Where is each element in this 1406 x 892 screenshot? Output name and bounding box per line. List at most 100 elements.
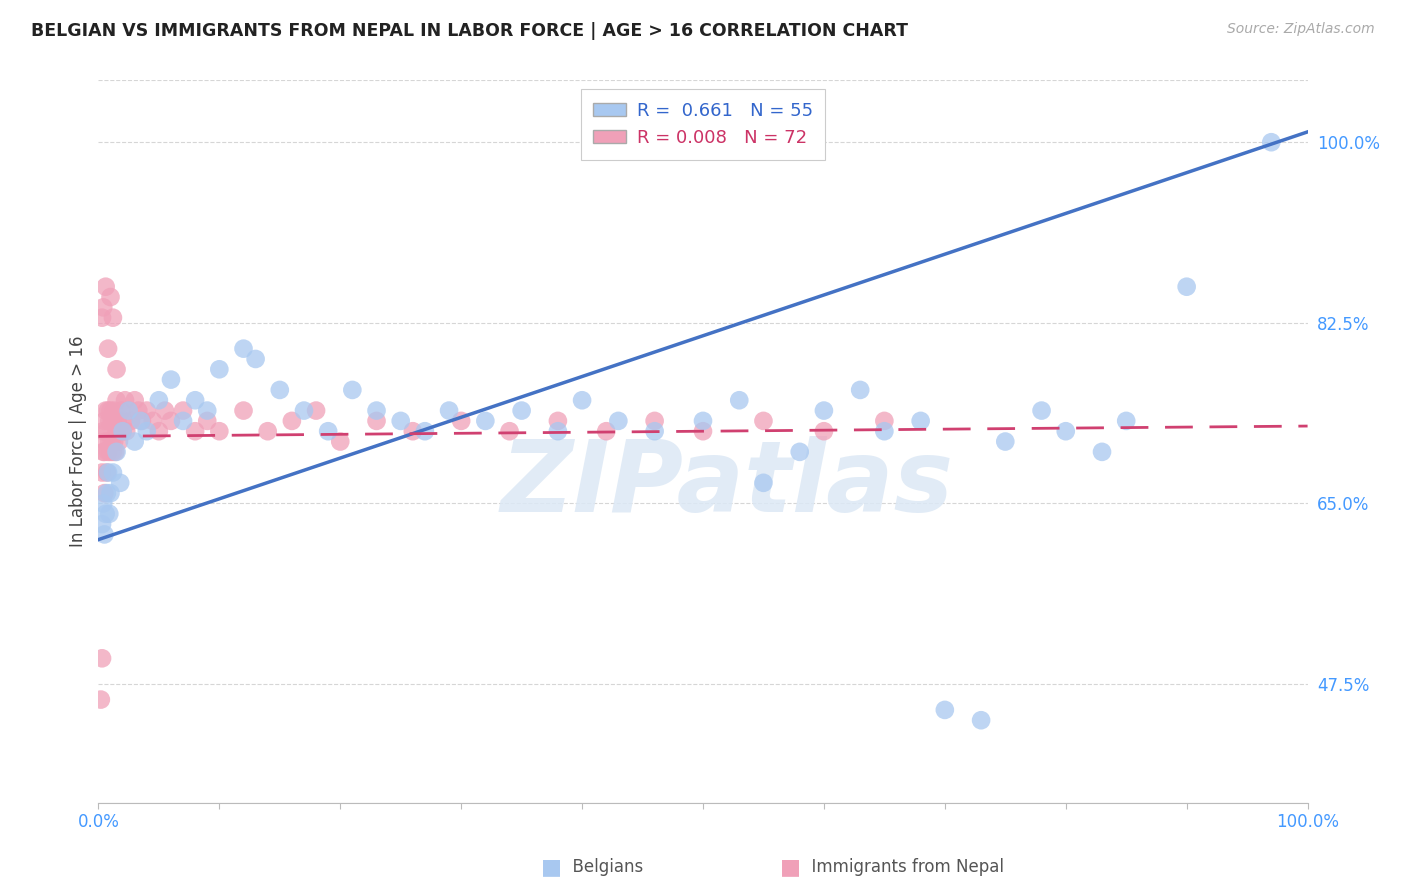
Point bbox=[101, 414, 124, 428]
Point bbox=[1031, 403, 1053, 417]
Point bbox=[692, 424, 714, 438]
Point bbox=[172, 414, 194, 428]
Point bbox=[91, 517, 114, 532]
Point bbox=[100, 445, 122, 459]
Point bbox=[970, 713, 993, 727]
Point bbox=[93, 414, 115, 428]
Point bbox=[97, 403, 120, 417]
Point bbox=[100, 434, 122, 449]
Point bbox=[129, 414, 152, 428]
Point bbox=[644, 424, 666, 438]
Point bbox=[172, 403, 194, 417]
Point bbox=[195, 414, 218, 428]
Point bbox=[93, 486, 115, 500]
Point bbox=[208, 424, 231, 438]
Point bbox=[97, 466, 120, 480]
Point bbox=[195, 403, 218, 417]
Point bbox=[100, 414, 122, 428]
Text: ■: ■ bbox=[541, 857, 562, 877]
Point bbox=[91, 301, 114, 315]
Point bbox=[98, 434, 121, 449]
Point bbox=[510, 403, 533, 417]
Text: BELGIAN VS IMMIGRANTS FROM NEPAL IN LABOR FORCE | AGE > 16 CORRELATION CHART: BELGIAN VS IMMIGRANTS FROM NEPAL IN LABO… bbox=[31, 22, 908, 40]
Point bbox=[208, 362, 231, 376]
Point bbox=[127, 403, 149, 417]
Point bbox=[101, 310, 124, 325]
Point bbox=[366, 414, 388, 428]
Point bbox=[413, 424, 436, 438]
Point bbox=[110, 403, 132, 417]
Point bbox=[1260, 135, 1282, 149]
Point bbox=[112, 414, 135, 428]
Point bbox=[97, 342, 120, 356]
Point bbox=[232, 403, 254, 417]
Point bbox=[269, 383, 291, 397]
Point bbox=[98, 414, 121, 428]
Point bbox=[91, 496, 114, 510]
Point bbox=[91, 466, 114, 480]
Text: ■: ■ bbox=[780, 857, 801, 877]
Point bbox=[813, 424, 835, 438]
Point bbox=[474, 414, 496, 428]
Point bbox=[813, 403, 835, 417]
Point bbox=[97, 445, 120, 459]
Point bbox=[498, 424, 520, 438]
Point bbox=[101, 466, 124, 480]
Point bbox=[103, 403, 125, 417]
Point bbox=[105, 424, 128, 438]
Point bbox=[93, 445, 115, 459]
Point bbox=[245, 351, 267, 366]
Point bbox=[873, 414, 896, 428]
Point bbox=[728, 393, 751, 408]
Point bbox=[91, 445, 114, 459]
Y-axis label: In Labor Force | Age > 16: In Labor Force | Age > 16 bbox=[69, 335, 87, 548]
Point bbox=[96, 466, 118, 480]
Point bbox=[114, 393, 136, 408]
Point bbox=[124, 393, 146, 408]
Point bbox=[160, 373, 183, 387]
Point bbox=[402, 424, 425, 438]
Point bbox=[342, 383, 364, 397]
Point bbox=[108, 424, 131, 438]
Point bbox=[94, 507, 117, 521]
Point bbox=[160, 414, 183, 428]
Point bbox=[100, 403, 122, 417]
Point bbox=[153, 403, 176, 417]
Point bbox=[547, 424, 569, 438]
Point bbox=[94, 434, 117, 449]
Point bbox=[305, 403, 328, 417]
Point bbox=[118, 403, 141, 417]
Point bbox=[450, 414, 472, 428]
Point bbox=[120, 414, 142, 428]
Point bbox=[108, 434, 131, 449]
Point bbox=[184, 393, 207, 408]
Point bbox=[91, 424, 114, 438]
Point bbox=[91, 651, 114, 665]
Point bbox=[101, 445, 124, 459]
Point bbox=[329, 434, 352, 449]
Point bbox=[1175, 279, 1198, 293]
Point bbox=[148, 424, 170, 438]
Point bbox=[124, 434, 146, 449]
Point bbox=[111, 424, 134, 438]
Point bbox=[595, 424, 617, 438]
Point bbox=[256, 424, 278, 438]
Point bbox=[105, 362, 128, 376]
Point bbox=[105, 445, 128, 459]
Point bbox=[96, 424, 118, 438]
Text: Source: ZipAtlas.com: Source: ZipAtlas.com bbox=[1227, 22, 1375, 37]
Point bbox=[1115, 414, 1137, 428]
Point bbox=[148, 393, 170, 408]
Point bbox=[142, 414, 165, 428]
Point bbox=[94, 403, 117, 417]
Point bbox=[607, 414, 630, 428]
Point bbox=[752, 475, 775, 490]
Point bbox=[292, 403, 315, 417]
Point bbox=[571, 393, 593, 408]
Legend: R =  0.661   N = 55, R = 0.008   N = 72: R = 0.661 N = 55, R = 0.008 N = 72 bbox=[581, 89, 825, 160]
Point bbox=[105, 393, 128, 408]
Point bbox=[389, 414, 412, 428]
Point bbox=[994, 434, 1017, 449]
Point bbox=[692, 414, 714, 428]
Point bbox=[1091, 445, 1114, 459]
